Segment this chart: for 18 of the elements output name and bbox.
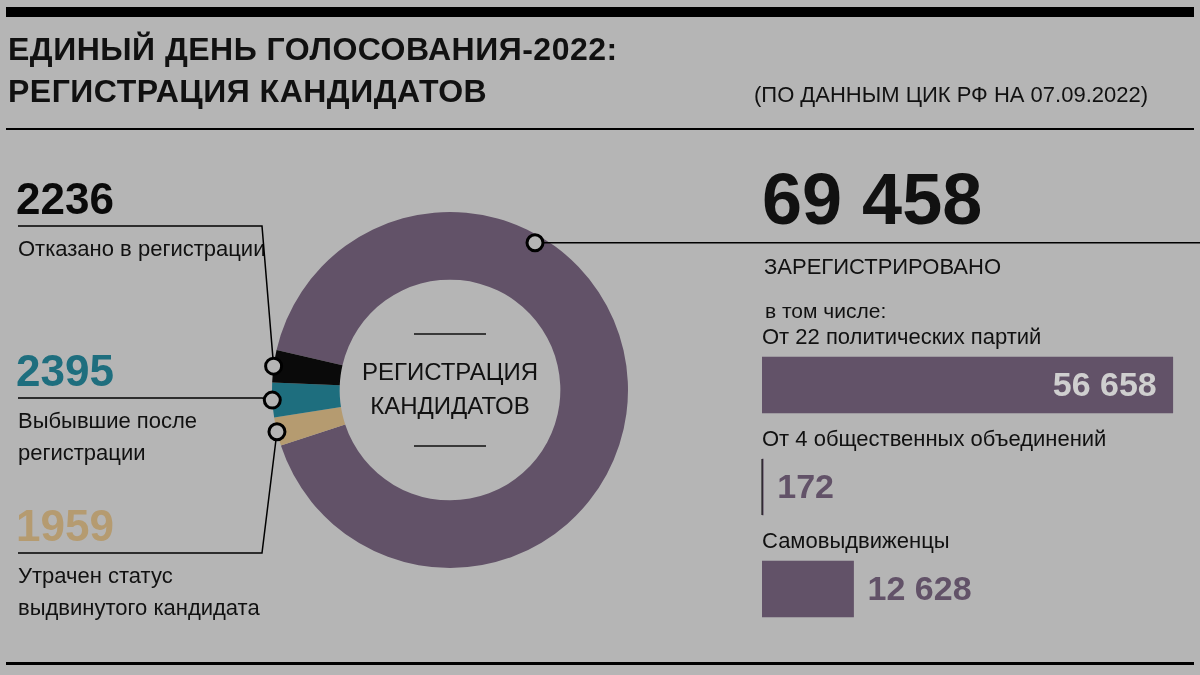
- data-label: 2395: [16, 346, 114, 396]
- data-label: 69 458: [762, 158, 983, 239]
- text: РЕГИСТРАЦИЯ КАНДИДАТОВ: [361, 357, 539, 419]
- data-label: 56 658: [1052, 365, 1157, 404]
- data-label: 2236: [16, 174, 114, 224]
- text: в том числе:: [765, 298, 887, 322]
- slice-label: Отказано в регистрации: [18, 236, 266, 262]
- y-tick-label: От 22 политических партий: [762, 324, 1042, 350]
- chart-title: ЕДИНЫЙ ДЕНЬ ГОЛОСОВАНИЯ-2022: РЕГИСТРАЦИЯ КАНДИДАТОВ: [8, 30, 619, 111]
- slice-label: ЗАРЕГИСТРИРОВАНО: [764, 254, 1002, 280]
- chart-subtitle: (ПО ДАННЫМ ЦИК РФ НА 07.09.2022): [754, 82, 1149, 107]
- slice-label: Выбывшие после регистрации: [18, 408, 198, 466]
- data-label: 12 628: [867, 569, 972, 608]
- y-tick-label: Самовыдвиженцы: [762, 528, 950, 554]
- slice-label: Утрачен статус выдвинутого кандидата: [18, 563, 261, 621]
- data-label: 1959: [16, 501, 114, 551]
- y-tick-label: От 4 общественных объединений: [762, 426, 1107, 452]
- data-label: 172: [777, 467, 834, 506]
